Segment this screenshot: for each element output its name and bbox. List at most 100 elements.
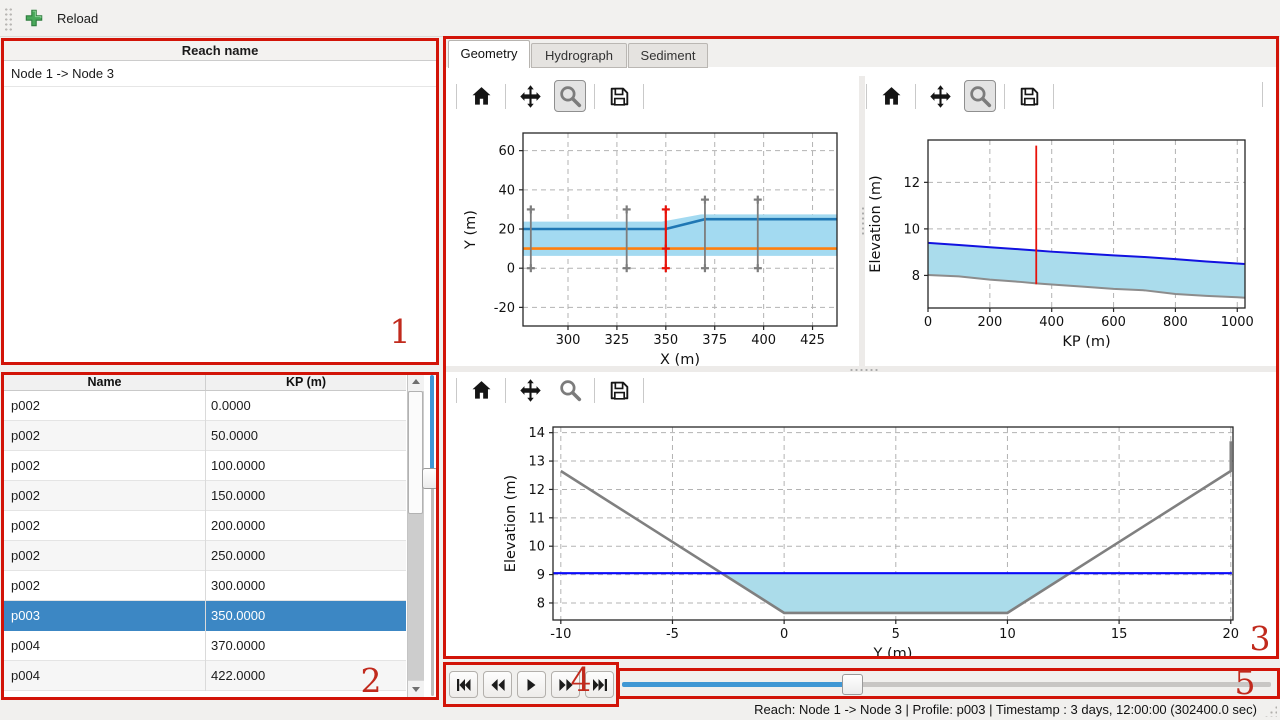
toolbar-separator bbox=[1262, 82, 1263, 107]
time-slider-track-filled[interactable] bbox=[622, 682, 853, 687]
profile-slider-track-filled[interactable] bbox=[430, 375, 434, 474]
skip-start-button[interactable] bbox=[449, 671, 478, 698]
pan-button[interactable] bbox=[924, 80, 956, 112]
water-body bbox=[928, 242, 1245, 298]
profile-plot-toolbar bbox=[866, 78, 1054, 114]
save-icon bbox=[610, 381, 628, 400]
scrollbar-handle[interactable] bbox=[408, 391, 423, 514]
home-button[interactable] bbox=[465, 374, 497, 406]
toolbar-separator bbox=[505, 83, 506, 109]
play-button[interactable] bbox=[517, 671, 546, 698]
reload-button[interactable]: Reload bbox=[16, 3, 106, 33]
cell-name: p004 bbox=[11, 638, 40, 653]
cell-kp: 370.0000 bbox=[211, 638, 266, 653]
toolbar-separator bbox=[456, 377, 457, 403]
toolbar-separator bbox=[643, 377, 644, 403]
pan-icon bbox=[929, 84, 951, 108]
pan-icon bbox=[519, 84, 541, 108]
y-tick-label: 10 bbox=[903, 222, 920, 237]
save-button[interactable] bbox=[603, 374, 635, 406]
table-scrollbar[interactable] bbox=[407, 375, 424, 697]
pan-icon bbox=[519, 378, 541, 402]
profile-slider-track[interactable] bbox=[430, 485, 434, 696]
zoom-button[interactable] bbox=[554, 80, 586, 112]
time-slider-handle[interactable] bbox=[842, 674, 863, 695]
time-slider-track[interactable] bbox=[852, 682, 1271, 687]
table-header: Name KP (m) bbox=[4, 374, 406, 391]
x-tick-label: 425 bbox=[800, 333, 825, 348]
reach-list-item[interactable]: Node 1 -> Node 3 bbox=[4, 61, 436, 87]
tab-hydrograph[interactable]: Hydrograph bbox=[531, 43, 627, 68]
cell-name: p002 bbox=[11, 428, 40, 443]
y-tick-label: 13 bbox=[528, 455, 545, 470]
toolbar-separator bbox=[1004, 83, 1005, 109]
splitter-grip-icon bbox=[861, 206, 865, 236]
toolbar-separator bbox=[594, 83, 595, 109]
resize-grip-icon[interactable] bbox=[1264, 705, 1277, 717]
fast-forward-button[interactable] bbox=[551, 671, 580, 698]
cell-name: p002 bbox=[11, 458, 40, 473]
tab-geometry[interactable]: Geometry bbox=[448, 40, 530, 68]
x-tick-label: 0 bbox=[780, 627, 788, 642]
home-button[interactable] bbox=[875, 80, 907, 112]
rewind-button[interactable] bbox=[483, 671, 512, 698]
home-icon bbox=[472, 380, 490, 399]
cell-kp: 200.0000 bbox=[211, 518, 266, 533]
cross-section-plot[interactable]: -10 -5 0 5 10 15 20 8 9 10 11 12 13 14 Y (m) Elevation … bbox=[455, 410, 1279, 658]
x-tick-label: 0 bbox=[924, 315, 932, 330]
x-tick-label: 1000 bbox=[1221, 315, 1254, 330]
pan-button[interactable] bbox=[514, 80, 546, 112]
zoom-button[interactable] bbox=[964, 80, 996, 112]
y-tick-label: -20 bbox=[494, 301, 515, 316]
longitudinal-profile-plot[interactable]: 0 200 400 600 800 1000 8 10 12 KP (m) Elevation (m… bbox=[864, 118, 1276, 366]
toolbar-separator bbox=[915, 83, 916, 109]
column-divider bbox=[205, 391, 206, 691]
tab-sediment[interactable]: Sediment bbox=[628, 43, 708, 68]
plan-view-plot[interactable]: 300 325 350 375 400 425 -20 0 20 40 60 X (m) Y (m) bbox=[455, 118, 861, 366]
home-button[interactable] bbox=[465, 80, 497, 112]
toolbar-drag-handle[interactable] bbox=[4, 7, 13, 31]
x-tick-label: -10 bbox=[550, 627, 571, 642]
save-button[interactable] bbox=[1013, 80, 1045, 112]
zoom-icon bbox=[969, 85, 991, 107]
axes-frame bbox=[927, 139, 1246, 309]
bed-profile bbox=[560, 441, 1233, 615]
cell-kp: 250.0000 bbox=[211, 548, 266, 563]
toolbar-separator bbox=[505, 377, 506, 403]
x-tick-label: -5 bbox=[666, 627, 679, 642]
status-text: Reach: Node 1 -> Node 3 | Profile: p003 … bbox=[754, 702, 1257, 717]
profile-slider-handle[interactable] bbox=[422, 468, 438, 489]
x-tick-label: 5 bbox=[892, 627, 900, 642]
y-tick-label: 10 bbox=[528, 540, 545, 555]
cell-kp: 0.0000 bbox=[211, 398, 251, 413]
bed-elevation bbox=[927, 273, 1246, 299]
pan-button[interactable] bbox=[514, 374, 546, 406]
scrollbar-down-icon[interactable] bbox=[408, 680, 424, 697]
y-tick-label: 11 bbox=[528, 511, 545, 526]
x-tick-label: 325 bbox=[604, 333, 629, 348]
scrollbar-up-icon[interactable] bbox=[408, 375, 424, 392]
toolbar-separator bbox=[643, 83, 644, 109]
zoom-button[interactable] bbox=[554, 374, 586, 406]
reach-name-header[interactable]: Reach name bbox=[4, 40, 436, 61]
water-surface bbox=[927, 241, 1246, 266]
column-header-name[interactable]: Name bbox=[87, 375, 122, 389]
top-toolbar: Reload bbox=[0, 0, 1280, 37]
plus-icon bbox=[25, 9, 43, 27]
toolbar-separator bbox=[456, 83, 457, 109]
toolbar-separator bbox=[594, 377, 595, 403]
save-button[interactable] bbox=[603, 80, 635, 112]
x-tick-label: 20 bbox=[1222, 627, 1239, 642]
column-header-kp[interactable]: KP (m) bbox=[205, 374, 406, 390]
water-area bbox=[721, 573, 1071, 613]
table-row-partial[interactable] bbox=[4, 691, 406, 698]
home-icon bbox=[882, 86, 900, 105]
skip-end-button[interactable] bbox=[585, 671, 614, 698]
x-tick-label: 800 bbox=[1163, 315, 1188, 330]
bank-line bbox=[523, 217, 837, 231]
cell-name: p002 bbox=[11, 398, 40, 413]
y-tick-label: 60 bbox=[498, 144, 515, 159]
toolbar-separator bbox=[866, 83, 867, 109]
reload-label: Reload bbox=[57, 10, 99, 26]
